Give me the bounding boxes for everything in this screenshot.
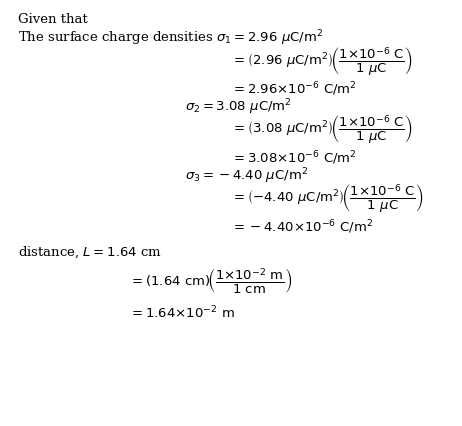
Text: $= \left(-4.40\ \mu\mathrm{C/m}^2\right)\!\left(\dfrac{1{\times}10^{-6}\ \mathrm: $= \left(-4.40\ \mu\mathrm{C/m}^2\right)…	[231, 182, 424, 214]
Text: $= -4.40{\times}10^{-6}\ \mathrm{C/m}^2$: $= -4.40{\times}10^{-6}\ \mathrm{C/m}^2$	[231, 218, 373, 236]
Text: $= 2.96{\times}10^{-6}\ \mathrm{C/m}^2$: $= 2.96{\times}10^{-6}\ \mathrm{C/m}^2$	[231, 81, 357, 98]
Text: The surface charge densities $\sigma_1 = 2.96\ \mu\mathrm{C/m}^2$: The surface charge densities $\sigma_1 =…	[18, 29, 324, 48]
Text: distance, $L = 1.64$ cm: distance, $L = 1.64$ cm	[18, 244, 163, 259]
Text: $\sigma_3 = -4.40\ \mu\mathrm{C/m}^2$: $\sigma_3 = -4.40\ \mu\mathrm{C/m}^2$	[185, 166, 308, 185]
Text: Given that: Given that	[18, 13, 88, 26]
Text: $= \left(1.64\ \mathrm{cm}\right)\!\left(\dfrac{1{\times}10^{-2}\ \mathrm{m}}{1\: $= \left(1.64\ \mathrm{cm}\right)\!\left…	[129, 267, 293, 296]
Text: $= \left(2.96\ \mu\mathrm{C/m}^2\right)\!\left(\dfrac{1{\times}10^{-6}\ \mathrm{: $= \left(2.96\ \mu\mathrm{C/m}^2\right)\…	[231, 46, 413, 78]
Text: $= 1.64{\times}10^{-2}\ \mathrm{m}$: $= 1.64{\times}10^{-2}\ \mathrm{m}$	[129, 304, 235, 320]
Text: $= \left(3.08\ \mu\mathrm{C/m}^2\right)\!\left(\dfrac{1{\times}10^{-6}\ \mathrm{: $= \left(3.08\ \mu\mathrm{C/m}^2\right)\…	[231, 114, 413, 146]
Text: $= 3.08{\times}10^{-6}\ \mathrm{C/m}^2$: $= 3.08{\times}10^{-6}\ \mathrm{C/m}^2$	[231, 149, 357, 167]
Text: $\sigma_2 = 3.08\ \mu\mathrm{C/m}^2$: $\sigma_2 = 3.08\ \mu\mathrm{C/m}^2$	[185, 98, 292, 117]
